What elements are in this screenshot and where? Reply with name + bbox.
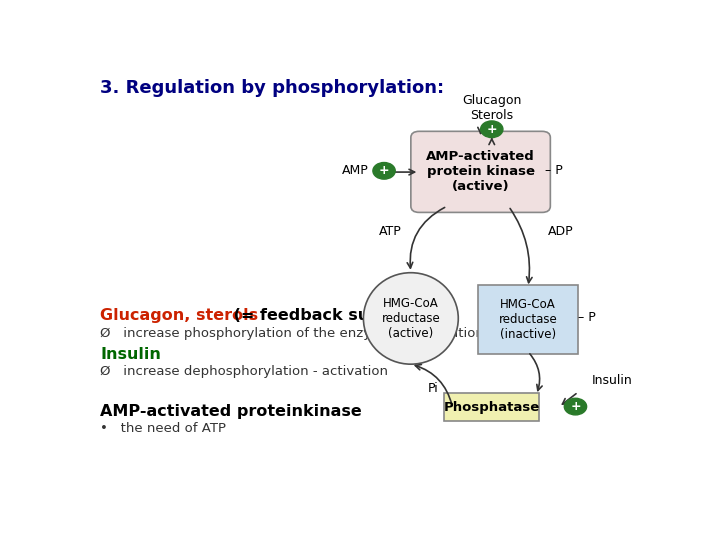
- Text: Pi: Pi: [428, 382, 438, 395]
- Text: HMG-CoA
reductase
(inactive): HMG-CoA reductase (inactive): [499, 298, 557, 341]
- Circle shape: [373, 163, 395, 179]
- Text: Glucagon, sterols: Glucagon, sterols: [100, 308, 258, 323]
- Text: ADP: ADP: [547, 225, 573, 238]
- Text: Glucagon
Sterols: Glucagon Sterols: [462, 94, 521, 123]
- FancyBboxPatch shape: [444, 393, 539, 421]
- Text: +: +: [570, 400, 581, 413]
- Text: – P: – P: [545, 164, 562, 177]
- Text: Ø   increase dephosphorylation - activation: Ø increase dephosphorylation - activatio…: [100, 366, 388, 379]
- FancyBboxPatch shape: [478, 285, 578, 354]
- Circle shape: [564, 399, 587, 415]
- Text: Insulin: Insulin: [593, 374, 633, 387]
- Text: AMP-activated proteinkinase: AMP-activated proteinkinase: [100, 404, 361, 418]
- Ellipse shape: [364, 273, 458, 364]
- Text: – P: – P: [578, 310, 596, 323]
- Text: AMP: AMP: [342, 164, 369, 177]
- Text: (= feedback suprese): (= feedback suprese): [228, 308, 428, 323]
- FancyBboxPatch shape: [411, 131, 550, 212]
- Text: •   the need of ATP: • the need of ATP: [100, 422, 226, 435]
- Text: +: +: [487, 123, 497, 136]
- Text: 3. Regulation by phosphorylation:: 3. Regulation by phosphorylation:: [100, 79, 444, 97]
- Text: ATP: ATP: [379, 225, 401, 238]
- Circle shape: [480, 121, 503, 138]
- Text: Phosphatase: Phosphatase: [444, 401, 540, 414]
- Text: AMP-activated
protein kinase
(active): AMP-activated protein kinase (active): [426, 150, 535, 193]
- Text: Insulin: Insulin: [100, 347, 161, 362]
- Text: Ø   increase phosphorylation of the enzyme - inactivation: Ø increase phosphorylation of the enzyme…: [100, 327, 484, 340]
- Text: HMG-CoA
reductase
(active): HMG-CoA reductase (active): [382, 297, 440, 340]
- Text: +: +: [379, 164, 390, 177]
